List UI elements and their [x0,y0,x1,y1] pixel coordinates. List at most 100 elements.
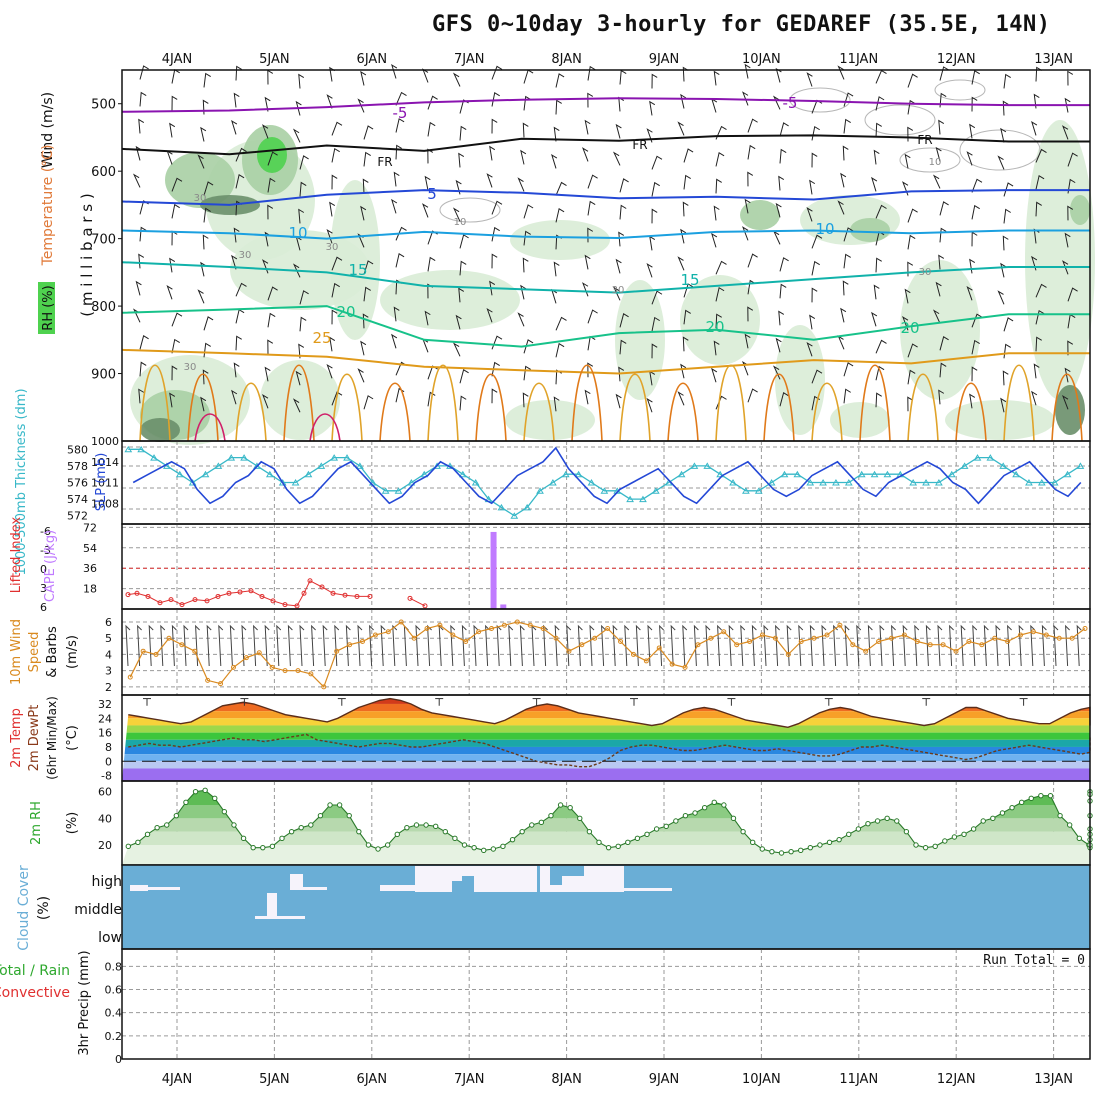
wind-barb [292,128,301,143]
cloud-block [562,876,573,892]
wind10m-marker [514,619,520,625]
wind10m-barb [554,624,560,667]
wind10m-barb [345,624,351,667]
wind-barb [458,287,465,303]
thickness-marker [574,470,583,478]
rh2m-marker [951,834,958,840]
wind-barb [424,175,431,191]
wind-barb [299,290,309,305]
rh2m-marker [269,843,276,850]
rh-contour [959,129,1041,171]
rh-shade [380,270,520,330]
wind-barb [939,362,947,378]
wind10m-marker [656,645,662,651]
wind-barb [843,388,851,404]
rh-contour-label: 10 [454,217,467,228]
lifted-index-marker [259,593,265,599]
wind-barb [331,174,338,190]
upper-air-ytick: 500 [91,98,116,113]
rh2m-marker [846,831,852,838]
cloud-block [130,887,180,890]
thickness-marker [677,470,686,478]
isotherm-surface-loop [619,373,651,442]
slp-ytick: 1014 [91,456,119,469]
wind10m-marker [527,622,533,628]
wind-barb [553,261,560,277]
cloud-level-label: low [98,930,122,946]
wind-barb [682,201,689,217]
wind-barb [680,93,687,109]
lifted-index-marker [237,589,243,595]
wind10m-marker [747,638,753,644]
rh2m-marker [1038,792,1044,799]
wind-barb [1064,232,1071,248]
wind-barb [491,200,503,215]
wind10m-ylabel-3: & Barbs [45,626,60,678]
wind-barb [587,92,594,108]
wind10m-ylabel-2: Speed [27,632,42,673]
wind10m-barb [635,624,641,667]
wind10m-ylabel-4: (m/s) [65,635,80,669]
wind-barb [1033,363,1040,379]
wind-barb [1003,317,1014,332]
wind-barb [873,149,880,165]
wind-barb [203,181,214,196]
wind10m-barb [798,624,804,667]
thickness-marker [214,462,223,469]
isotherm-surface-loop [523,382,555,442]
wind-barb [1033,93,1040,109]
wind10m-marker [966,638,972,644]
wind10m-marker [179,642,185,648]
isotherm-label: -5 [393,104,408,122]
wind-barb [715,395,727,410]
wind10m-marker [553,635,559,641]
wind10m-barb [705,624,711,667]
wind-barb [200,126,207,142]
wind-barb [555,181,567,196]
lifted-index-marker [342,592,348,598]
wind10m-barb [1076,624,1082,667]
wind-barb [523,339,534,354]
wind10m-marker [708,635,714,641]
wind-barb [202,234,209,250]
rh2m-marker [749,839,756,846]
temp2m-ytick: 0 [105,755,112,768]
lifted-index-marker [319,584,325,590]
wind-barb [393,171,400,187]
wind-barb [811,152,818,168]
lifted-index-marker [204,598,210,604]
lifted-index-line [409,597,426,607]
wind10m-line [129,621,1086,688]
rh2m-marker [932,843,938,850]
wind10m-barb [670,624,676,667]
wind-barb [1035,309,1045,325]
wind10m-marker [282,668,288,674]
thickness-marker [458,470,467,478]
wind10m-barb [1041,624,1047,667]
temp2m-ytick: 32 [98,698,112,711]
isotherm-line [121,229,1090,240]
wind-barb [1000,127,1007,143]
isotherm-line [121,305,1090,348]
rh2m-marker [154,824,160,831]
wind-barb [873,284,880,300]
temp2m-ylabel-4: (°C) [65,725,80,751]
wind-barb [200,396,207,412]
wind-barb [842,145,849,161]
rh2m-marker [807,844,814,851]
rh2m-marker [509,836,516,843]
thickness-marker [124,445,133,453]
temp2m-ytick: 16 [98,727,112,740]
rh2m-marker [346,812,352,819]
lifted-index-marker [407,595,413,601]
lifted-index-ylabel: Lifted Index [9,516,24,593]
isotherm-line [121,134,1090,156]
wind-barb [902,181,909,196]
cloud-level-label: high [91,874,122,890]
isotherm-line [121,261,1090,294]
wind-barb [489,145,496,161]
thickness-marker [381,487,390,494]
wind-barb [843,227,854,242]
wind-barb [811,125,820,141]
rh2m-marker [625,839,631,846]
